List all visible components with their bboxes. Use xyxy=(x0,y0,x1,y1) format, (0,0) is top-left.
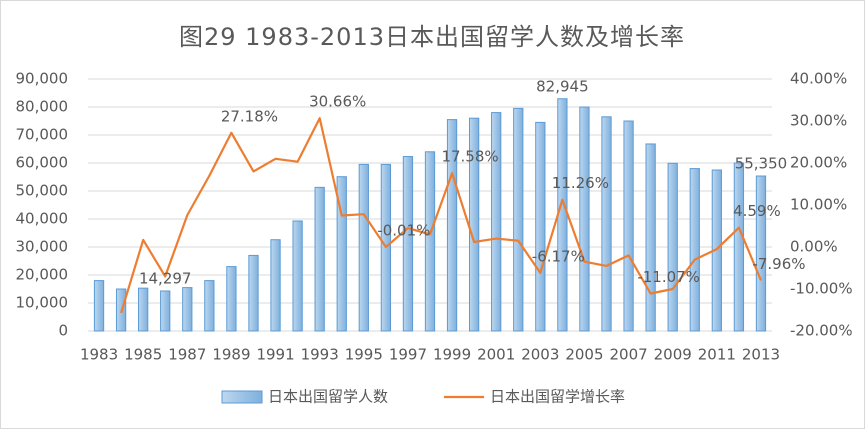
grid xyxy=(88,78,772,332)
x-tick-label: 2005 xyxy=(565,346,603,364)
y-tick-label: 30,000 xyxy=(16,238,69,256)
data-label: 55,350 xyxy=(735,155,788,173)
x-tick-label: 1995 xyxy=(345,346,383,364)
bar xyxy=(160,290,171,332)
bar xyxy=(557,98,568,332)
x-tick-label: 1983 xyxy=(80,346,118,364)
bar xyxy=(689,168,700,332)
labels: 0 10,000 20,000 30,000 40,000 50,000 60,000 70,… xyxy=(16,70,853,364)
chart-title: 图29 1983-2013日本出国留学人数及增长率 xyxy=(179,23,685,51)
bar xyxy=(446,119,458,332)
legend-swatch xyxy=(221,390,263,404)
data-label: -11.07% xyxy=(637,268,700,286)
bar xyxy=(314,186,325,332)
data-label: 17.58% xyxy=(441,148,498,166)
y-tick-label: 80,000 xyxy=(16,98,69,116)
y-tick-label: 60,000 xyxy=(16,154,69,172)
data-label: 4.59% xyxy=(733,202,781,220)
bar xyxy=(93,280,105,332)
x-tick-label: 2007 xyxy=(609,346,647,364)
bar xyxy=(601,116,612,332)
legend-item: 日本出国留学增长率 xyxy=(444,388,625,406)
bar xyxy=(623,120,634,332)
y-tick-label: 10,000 xyxy=(16,294,69,312)
x-tick-label: 2009 xyxy=(654,346,692,364)
bar xyxy=(336,176,347,332)
y2-tick-label: 20.00% xyxy=(790,154,847,172)
x-tick-label: 2003 xyxy=(521,346,559,364)
data-label: 30.66% xyxy=(309,93,366,111)
x-tick-label: 1999 xyxy=(433,346,471,364)
bar xyxy=(513,107,524,332)
bar xyxy=(755,175,767,332)
bar xyxy=(579,106,590,332)
bar xyxy=(402,156,414,332)
y-tick-label: 40,000 xyxy=(16,210,69,228)
line xyxy=(120,117,763,314)
bar xyxy=(491,112,502,332)
y2-tick-label: 30.00% xyxy=(790,112,847,130)
legend-label: 日本出国留学人数 xyxy=(268,388,388,406)
legend-item: 日本出国留学人数 xyxy=(221,388,388,406)
bar xyxy=(182,287,193,332)
y-tick-label: 20,000 xyxy=(16,266,69,284)
data-label: 14,297 xyxy=(139,269,192,287)
x-tick-label: 1985 xyxy=(124,346,162,364)
data-label: 27.18% xyxy=(221,107,278,125)
bar xyxy=(226,266,237,332)
bar xyxy=(535,121,546,332)
bar xyxy=(292,220,303,332)
data-label: -0.01% xyxy=(377,222,430,240)
lines xyxy=(120,117,763,314)
bars xyxy=(93,98,767,332)
bar xyxy=(358,163,369,332)
x-tick-label: 1987 xyxy=(168,346,206,364)
bar xyxy=(733,162,745,332)
y2-tick-label: 40.00% xyxy=(790,70,847,88)
bar xyxy=(138,287,149,332)
x-tick-label: 1997 xyxy=(389,346,427,364)
bar xyxy=(204,280,215,332)
x-tick-label: 1991 xyxy=(256,346,294,364)
bar xyxy=(667,162,678,332)
data-label: 11.26% xyxy=(552,174,609,192)
y-tick-label: 90,000 xyxy=(16,70,69,88)
y2-tick-label: 0.00% xyxy=(790,238,838,256)
data-label: -7.96% xyxy=(752,255,805,273)
bar xyxy=(645,143,656,332)
y-tick-label: 0 xyxy=(58,322,68,340)
x-tick-label: 2011 xyxy=(698,346,736,364)
y-tick-label: 70,000 xyxy=(16,126,69,144)
legend-label: 日本出国留学增长率 xyxy=(490,388,625,406)
bar xyxy=(270,239,281,332)
data-label: -6.17% xyxy=(532,247,585,265)
bar xyxy=(248,254,259,332)
x-tick-label: 2013 xyxy=(742,346,780,364)
y2-tick-label: -20.00% xyxy=(790,322,853,340)
x-tick-label: 1989 xyxy=(212,346,250,364)
y-tick-label: 50,000 xyxy=(16,182,69,200)
x-tick-label: 1993 xyxy=(301,346,339,364)
bar xyxy=(424,151,436,332)
data-label: 82,945 xyxy=(536,77,589,95)
y2-tick-label: -10.00% xyxy=(790,280,853,298)
x-tick-label: 2001 xyxy=(477,346,515,364)
y2-tick-label: 10.00% xyxy=(790,196,847,214)
